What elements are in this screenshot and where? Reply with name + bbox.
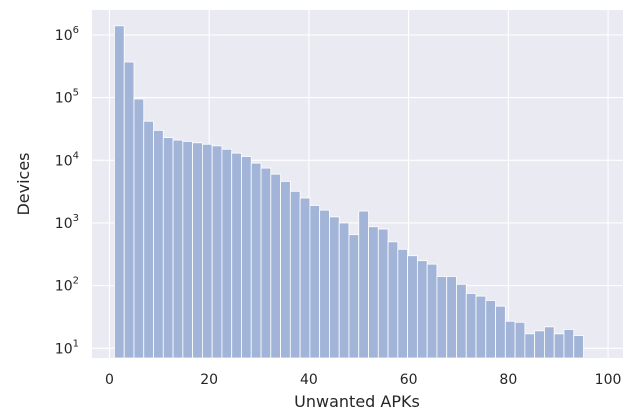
histogram-bar [377,228,389,359]
histogram-bar [504,320,516,359]
histogram-bar [358,210,369,359]
histogram-bar [153,129,164,359]
histogram-bar [299,197,311,359]
histogram-bar [338,222,350,359]
histogram-bar [250,162,262,359]
histogram-bar [544,326,555,359]
histogram-bar [348,234,360,359]
histogram-bar [114,25,125,359]
x-tick-label: 40 [300,372,318,388]
y-tick-label: 106 [55,25,79,44]
histogram-bar [465,293,477,359]
histogram-bar [211,145,223,359]
histogram-bar [319,209,330,359]
x-tick-label: 100 [595,372,622,388]
histogram-bar [123,61,135,359]
histogram-bar [495,305,506,359]
histogram-bar [436,276,448,359]
histogram-bar [368,226,379,359]
y-axis-label: Devices [14,152,33,215]
histogram-bar [553,333,565,359]
histogram-bar [475,295,487,359]
histogram-bar [280,181,291,359]
y-tick-label: 103 [55,213,79,232]
histogram-bar [221,148,233,359]
histogram-bar [426,263,438,359]
histogram-bar [182,141,194,359]
histogram-bar [270,173,281,359]
histogram-bar [397,248,409,359]
histogram-bar [524,333,536,359]
x-tick-label: 60 [400,372,418,388]
histogram-bar [172,139,184,359]
y-tick-label: 104 [55,150,79,169]
y-tick-labels: 101 102 103 104 105 106 [55,25,79,357]
histogram-bar [260,167,272,359]
histogram-bar [534,330,545,359]
histogram-bars [114,25,584,359]
histogram-bar [241,156,252,359]
histogram-bar [309,205,321,359]
x-tick-label: 0 [105,372,114,388]
histogram-bar [485,300,496,359]
histogram-bar [456,283,467,359]
y-tick-label: 101 [55,338,79,357]
x-tick-label: 80 [499,372,517,388]
histogram-bar [416,260,428,359]
histogram-bar [514,321,526,359]
y-tick-label: 105 [55,88,79,107]
histogram-bar [387,241,399,359]
y-tick-label: 102 [55,276,79,295]
histogram-bar [329,216,340,359]
histogram-bar [133,98,145,359]
x-tick-label: 20 [200,372,218,388]
histogram-bar [201,143,213,359]
histogram-bar [573,335,584,359]
histogram-bar [407,255,418,359]
histogram-bar [231,152,242,359]
x-axis-label: Unwanted APKs [294,392,420,411]
histogram-bar [192,142,203,359]
histogram-bar [289,190,301,359]
x-tick-labels: 0 20 40 60 80 100 [105,372,621,388]
histogram-bar [143,120,154,359]
histogram-bar [162,137,174,359]
histogram-bar [446,276,457,359]
histogram-bar [563,329,575,359]
